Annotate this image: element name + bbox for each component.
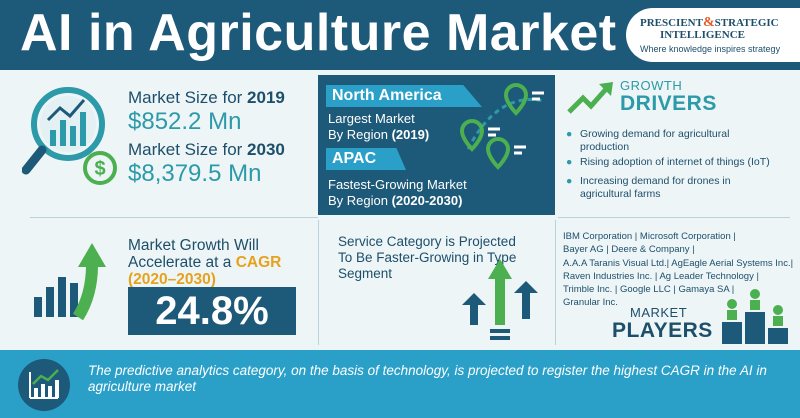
map-pin-icon: [459, 82, 545, 170]
market-size-2030-value: $8,379.5 Mn: [128, 160, 262, 187]
company-logo: PRESCIENT&STRATEGIC INTELLIGENCE Where k…: [626, 8, 800, 62]
players-line: Bayer AG | Deere & Company |: [563, 244, 695, 256]
players-line: A.A.A Taranis Visual Ltd.| AgEagle Aeria…: [563, 257, 794, 269]
cagr-value: 24.8%: [155, 289, 269, 333]
magnifier-chart-icon: [22, 87, 105, 175]
players-line: Granular Inc.: [563, 297, 618, 309]
players-line: Raven Industries Inc. | Ag Leader Techno…: [563, 270, 759, 282]
growth-drivers-label: GROWTH: [620, 78, 683, 93]
analytics-chart-icon: [18, 359, 70, 411]
fastest-region-desc: Fastest-Growing Market By Region (2020-20…: [328, 177, 467, 208]
driver-item: ● Rising adoption of internet of things (…: [566, 156, 770, 168]
largest-region-desc: Largest Market By Region (2019): [328, 111, 430, 142]
players-line: Trimble Inc. | Google LLC | Gamaya SA |: [563, 284, 735, 296]
driver-item: ● Growing demand for agricultural product…: [566, 128, 730, 153]
divider: [30, 217, 318, 218]
logo-tagline: Where knowledge inspires strategy: [640, 44, 781, 54]
market-players-title: PLAYERS: [612, 319, 713, 342]
divider: [558, 217, 790, 218]
cagr-value-box: 24.8%: [128, 287, 296, 335]
page-title: AI in Agriculture Market: [20, 4, 617, 62]
market-size-2019-label: Market Size for 2019: [128, 88, 285, 107]
logo-line1: PRESCIENT&STRATEGIC: [640, 15, 779, 30]
divider: [555, 220, 556, 345]
divider: [318, 220, 319, 345]
fastest-region-tag: APAC: [326, 148, 406, 170]
dollar-coin-icon: $: [83, 151, 117, 185]
logo-line2: INTELLIGENCE: [660, 29, 745, 41]
svg-text:$: $: [94, 158, 105, 180]
footer-bar: The predictive analytics category, on th…: [0, 350, 800, 418]
growth-arrow-icon: [567, 82, 613, 114]
market-players-label: MARKET: [630, 305, 688, 320]
growth-drivers-title: DRIVERS: [620, 92, 717, 115]
service-category-text: Service Category is Projected To Be Fast…: [338, 234, 517, 281]
players-line: IBM Corporation | Microsoft Corporation …: [563, 231, 736, 242]
podium-players-icon: [722, 289, 788, 344]
market-size-2019-value: $852.2 Mn: [128, 108, 242, 135]
market-size-2030-label: Market Size for 2030: [128, 140, 285, 159]
footer-highlight-text: The predictive analytics category, on th…: [88, 363, 767, 394]
largest-region-tag: North America: [326, 85, 482, 107]
cagr-text: Market Growth Will Accelerate at a CAGR (2…: [128, 237, 282, 288]
driver-item: ● Increasing demand for drones in agricul…: [566, 175, 731, 200]
region-panel: North America Largest Market By Region (2…: [318, 75, 555, 215]
up-arrows-icon: [462, 259, 538, 340]
bar-chart-arrow-icon: [34, 243, 106, 321]
market-players-list: IBM Corporation | Microsoft Corporation …: [563, 230, 795, 310]
